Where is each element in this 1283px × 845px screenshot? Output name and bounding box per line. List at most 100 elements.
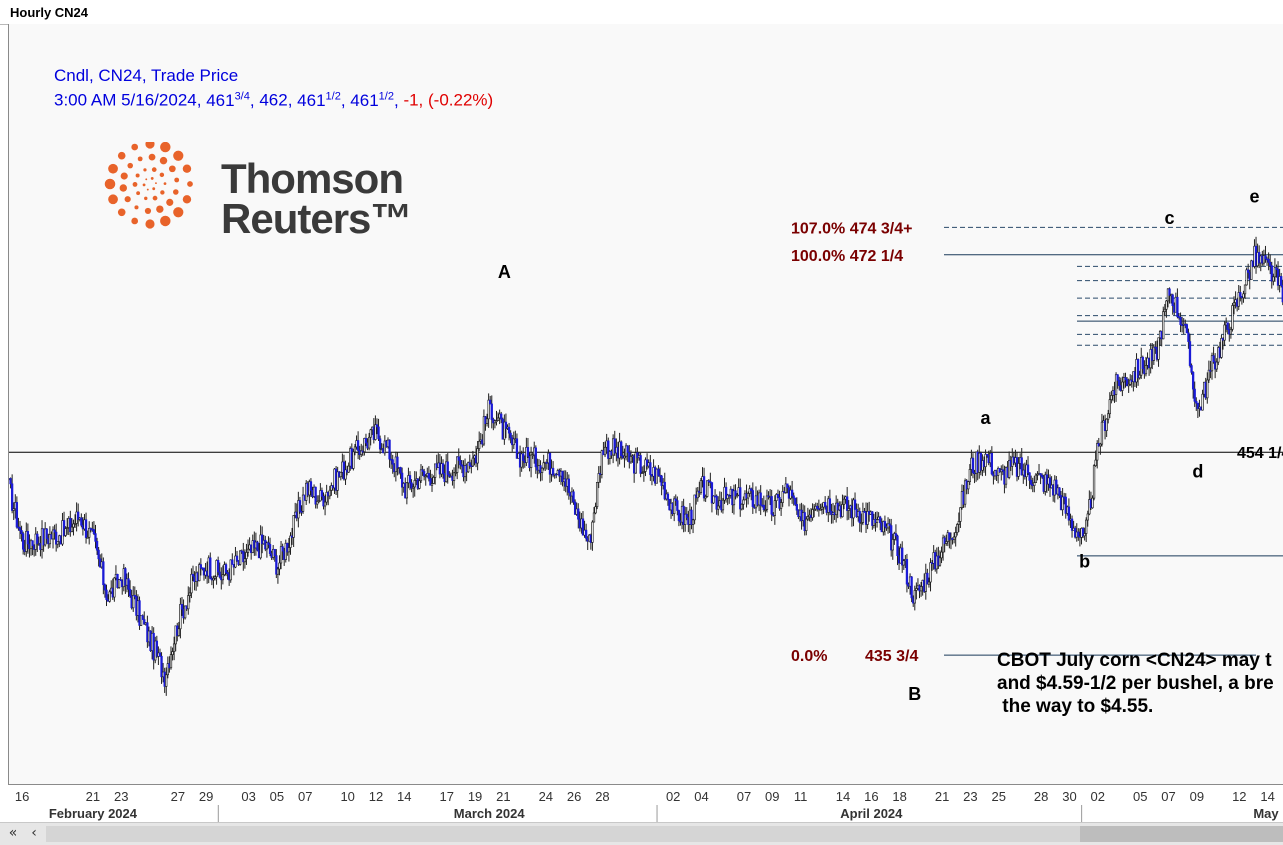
logo-word-reuters: Reuters™ <box>221 195 412 242</box>
logo-dot <box>159 156 168 165</box>
scroll-prev-button[interactable]: ‹ <box>26 825 42 842</box>
candle-body <box>1264 255 1267 260</box>
price-chart[interactable]: 454 1/4 107.0% 474 3/4+ 100.0% 472 1/4 0.0%… <box>9 24 1283 784</box>
scroll-track[interactable] <box>46 826 1283 842</box>
candle <box>828 489 832 516</box>
candle <box>805 516 808 536</box>
candle <box>388 439 391 468</box>
candle-body <box>806 516 810 520</box>
candle-body <box>212 577 215 581</box>
candle <box>446 453 449 484</box>
candle-body <box>430 483 434 486</box>
candle-body <box>577 508 580 520</box>
candle <box>1001 464 1005 476</box>
candle-body <box>448 474 451 477</box>
candle-body <box>1026 464 1030 474</box>
candle <box>941 534 945 561</box>
logo-dot <box>166 198 174 206</box>
candle-body <box>717 505 720 510</box>
candle-body <box>1055 479 1058 495</box>
candle-body <box>751 490 754 507</box>
x-tick-label: 14 <box>836 789 850 804</box>
candle <box>199 558 203 576</box>
candle-body <box>1081 528 1085 537</box>
candle <box>1030 475 1033 490</box>
candle <box>522 447 525 469</box>
candle <box>504 413 508 439</box>
chart-plot-area[interactable]: 454 1/4 107.0% 474 3/4+ 100.0% 472 1/4 0.0%… <box>8 24 1283 784</box>
candle <box>1210 352 1214 380</box>
candle-body <box>105 589 108 600</box>
candle <box>1270 261 1273 289</box>
candle-body <box>64 528 67 536</box>
candle <box>320 487 324 501</box>
scroll-thumb[interactable] <box>1080 826 1283 842</box>
candle-body <box>956 524 959 533</box>
candle-body <box>690 509 693 525</box>
candle <box>1226 322 1229 335</box>
candle-body <box>128 588 132 597</box>
candle-body <box>309 481 313 491</box>
candle <box>1020 448 1023 476</box>
candle <box>375 418 379 435</box>
logo-dot <box>159 172 165 178</box>
candle <box>600 449 604 479</box>
candle-body <box>542 462 545 469</box>
x-tick-label: 21 <box>86 789 100 804</box>
candle <box>1229 326 1233 339</box>
candle <box>712 495 715 505</box>
candle <box>1176 288 1179 319</box>
candle <box>360 443 363 458</box>
horizontal-scrollbar[interactable]: « ‹ <box>0 822 1283 845</box>
logo-dot <box>120 172 128 180</box>
candle-body <box>141 615 144 620</box>
candle-body <box>1273 267 1277 278</box>
x-tick-label: 14 <box>397 789 411 804</box>
candle-body <box>770 496 773 515</box>
candle-body <box>883 521 887 527</box>
candle-body <box>592 512 596 523</box>
candle <box>278 555 281 576</box>
candle-body <box>261 534 264 545</box>
candle-body <box>396 456 399 469</box>
logo-dot <box>117 208 126 217</box>
candle-body <box>353 446 357 453</box>
candle-body <box>1096 443 1099 461</box>
candle-body <box>1136 359 1140 379</box>
candle <box>298 496 302 514</box>
candle <box>1243 284 1247 300</box>
candle <box>773 495 776 525</box>
candle <box>212 575 215 589</box>
candle-body <box>1017 463 1020 477</box>
candle <box>770 489 773 522</box>
candle <box>954 526 957 547</box>
candle <box>418 476 421 490</box>
candle <box>1163 303 1166 317</box>
legend-close: 4611/2, <box>350 90 399 110</box>
scroll-first-button[interactable]: « <box>4 825 22 842</box>
candle-body <box>457 456 460 461</box>
candle <box>347 462 350 473</box>
x-tick-label: 18 <box>892 789 906 804</box>
candle <box>70 518 74 533</box>
candle-body <box>531 454 534 457</box>
candle <box>534 445 537 474</box>
candle <box>97 547 100 567</box>
candle-body <box>1067 506 1071 521</box>
candle <box>721 497 725 514</box>
candle <box>434 463 437 485</box>
candle-body <box>548 452 552 475</box>
candle <box>218 562 221 579</box>
candle <box>429 469 432 486</box>
candle-body <box>657 468 660 476</box>
candle-body <box>1077 531 1080 537</box>
candle <box>1077 528 1080 541</box>
logo-dot <box>145 219 155 229</box>
candle-body <box>1193 388 1196 402</box>
candle <box>221 565 225 585</box>
candle-body <box>750 488 753 491</box>
candle-body <box>452 472 456 481</box>
logo-dot <box>142 183 146 187</box>
candle <box>1083 527 1086 541</box>
candle-body <box>1086 513 1089 521</box>
